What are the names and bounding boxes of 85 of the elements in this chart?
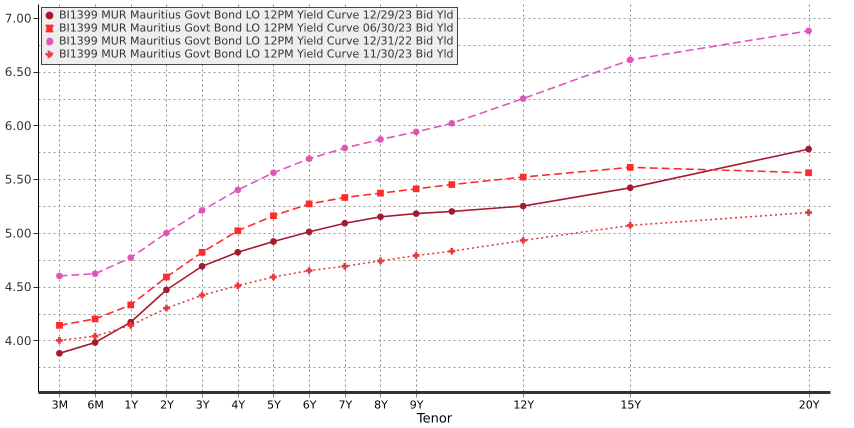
point [412, 252, 420, 259]
point [92, 270, 98, 278]
point [198, 248, 206, 256]
point [448, 120, 456, 127]
y-tick-label: 5.00 [4, 226, 32, 240]
x-tick-label: 2Y [160, 398, 174, 412]
point [306, 155, 312, 162]
y-tick-label: 6.00 [4, 118, 32, 133]
y-tick-label: 4.00 [4, 334, 32, 348]
point [198, 292, 206, 299]
x-tick-label: 8Y [374, 398, 388, 412]
x-axis-title: Tenor [416, 412, 453, 426]
point [270, 238, 277, 245]
x-tick-label: 5Y [267, 398, 282, 412]
point [306, 200, 312, 208]
y-tick-label: 7.00 [4, 11, 32, 26]
point [520, 174, 527, 180]
x-tick-label: 6M [87, 398, 104, 412]
point [412, 210, 420, 217]
point [198, 207, 206, 214]
point [805, 146, 812, 152]
point [520, 237, 527, 244]
legend-label: BI1399 MUR Mauritius Govt Bond LO 12PM Yield Curve 06/30/23 Bid Yld [59, 22, 454, 34]
point [234, 186, 242, 194]
x-tick-label: 3Y [196, 398, 210, 412]
point [341, 220, 348, 227]
point [412, 186, 420, 192]
point [163, 230, 170, 236]
point [626, 164, 634, 171]
y-tick-label: 5.50 [4, 172, 32, 187]
point [341, 144, 348, 152]
point [127, 254, 134, 261]
legend-label: BI1399 MUR Mauritius Govt Bond LO 12PM Yield Curve 12/29/23 Bid Yld [59, 8, 454, 22]
point [377, 213, 384, 220]
point [805, 28, 812, 34]
point [234, 227, 242, 234]
point [448, 248, 456, 255]
point [626, 184, 634, 192]
point [163, 286, 170, 294]
point [412, 128, 420, 136]
point [341, 194, 348, 201]
point [270, 212, 277, 220]
point [805, 169, 812, 176]
point [626, 222, 634, 229]
y-tick-label: 6.50 [4, 65, 32, 80]
legend-label: BI1399 MUR Mauritius Govt Bond LO 12PM Yield Curve 12/31/22 Bid Yld [59, 34, 454, 48]
x-tick-label: 15Y [620, 398, 642, 412]
point [520, 95, 527, 102]
point [56, 337, 63, 344]
point [56, 350, 63, 357]
x-tick-label: 1Y [124, 398, 138, 412]
point [270, 169, 277, 176]
point [163, 274, 170, 280]
point [234, 248, 242, 256]
point [127, 322, 134, 329]
x-tick-label: 3M [52, 398, 68, 412]
point [520, 202, 527, 210]
point [92, 316, 98, 322]
x-tick-label: 12Y [513, 398, 534, 412]
point [92, 339, 98, 346]
point [377, 258, 384, 264]
point [92, 332, 98, 340]
point [56, 272, 63, 280]
point [56, 322, 63, 329]
x-tick-label: 9Y [410, 398, 424, 412]
x-tick-label: 7Y [338, 398, 352, 412]
point [127, 302, 134, 308]
point [341, 262, 348, 270]
point [448, 208, 456, 215]
y-tick-label: 4.50 [4, 280, 32, 294]
point [234, 282, 242, 289]
legend-label: BI1399 MUR Mauritius Govt Bond LO 12PM Yield Curve 11/30/23 Bid Yld [59, 48, 454, 60]
x-tick-label: 4Y [231, 398, 246, 412]
x-tick-label: 6Y [302, 398, 317, 412]
point [306, 267, 312, 274]
point [448, 181, 456, 188]
point [163, 304, 170, 312]
x-tick-label: 20Y [798, 398, 820, 412]
point [270, 274, 277, 280]
point [626, 56, 634, 64]
point [198, 262, 206, 270]
point [306, 228, 312, 236]
point [377, 136, 384, 143]
point [805, 209, 812, 216]
point [377, 190, 384, 197]
